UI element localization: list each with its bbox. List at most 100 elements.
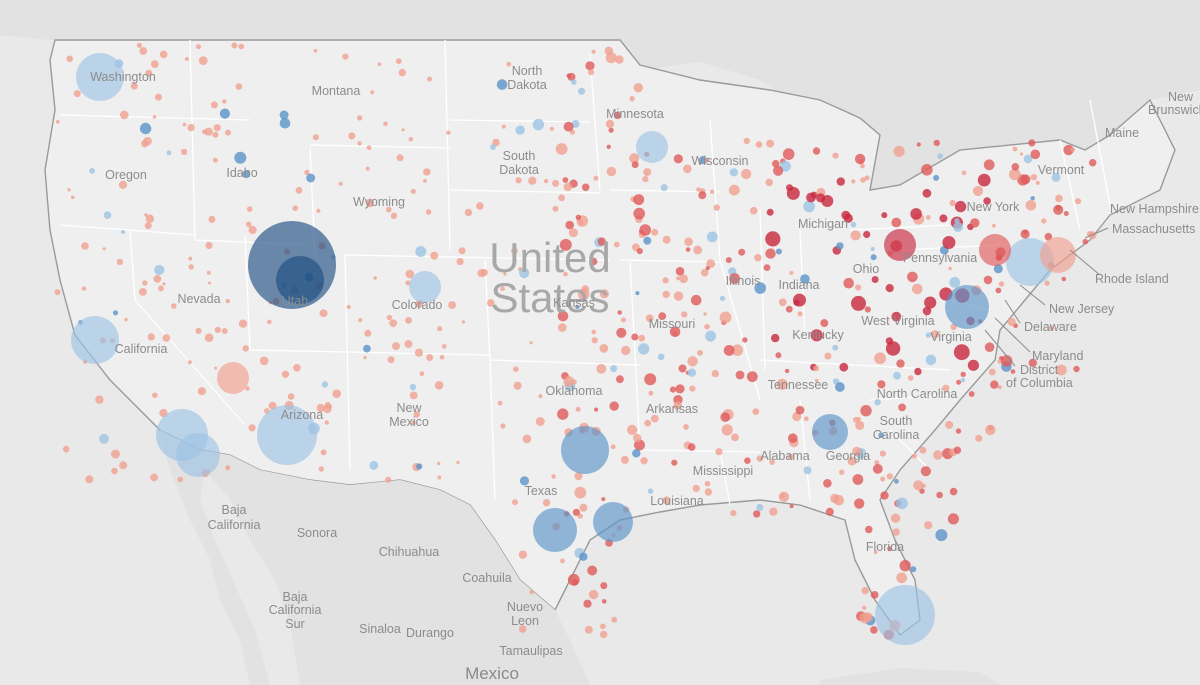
county-bubble[interactable] [891, 217, 902, 228]
county-bubble[interactable] [389, 319, 398, 328]
county-bubble[interactable] [746, 371, 758, 383]
county-bubble[interactable] [673, 291, 684, 301]
county-bubble[interactable] [248, 225, 257, 235]
county-bubble[interactable] [145, 69, 153, 77]
county-bubble[interactable] [292, 205, 299, 211]
county-bubble[interactable] [642, 176, 649, 183]
county-bubble[interactable] [704, 480, 711, 487]
county-bubble[interactable] [571, 120, 580, 128]
county-bubble[interactable] [456, 258, 464, 266]
county-bubble[interactable] [644, 373, 657, 386]
county-bubble[interactable] [936, 491, 943, 499]
county-bubble[interactable] [363, 344, 371, 353]
county-bubble[interactable] [162, 282, 166, 286]
county-bubble[interactable] [221, 328, 228, 334]
county-bubble[interactable] [742, 337, 748, 343]
county-bubble[interactable] [852, 446, 862, 457]
county-bubble[interactable] [306, 173, 316, 183]
county-bubble[interactable] [419, 371, 425, 376]
county-bubble[interactable] [413, 411, 420, 418]
county-bubble[interactable] [967, 359, 980, 371]
county-bubble[interactable] [633, 194, 645, 206]
county-bubble[interactable] [558, 194, 565, 202]
county-bubble[interactable] [975, 434, 983, 442]
county-bubble[interactable] [754, 254, 762, 262]
county-bubble[interactable] [437, 475, 442, 480]
county-bubble[interactable] [583, 599, 592, 608]
county-bubble[interactable] [212, 131, 219, 138]
county-bubble[interactable] [1074, 198, 1082, 205]
county-bubble[interactable] [983, 159, 995, 171]
county-bubble[interactable] [522, 434, 532, 444]
county-bubble[interactable] [729, 168, 739, 177]
county-bubble[interactable] [738, 248, 746, 256]
county-bubble[interactable] [719, 311, 732, 324]
county-bubble[interactable] [295, 186, 303, 194]
county-bubble[interactable] [188, 256, 193, 261]
county-bubble[interactable] [139, 47, 148, 55]
bubble-layer[interactable] [54, 42, 1097, 645]
county-bubble[interactable] [870, 246, 875, 252]
county-bubble[interactable] [890, 513, 901, 523]
county-bubble[interactable] [599, 289, 609, 299]
county-bubble[interactable] [313, 48, 318, 53]
county-bubble[interactable] [276, 256, 324, 304]
county-bubble[interactable] [874, 352, 886, 365]
county-bubble[interactable] [704, 323, 710, 330]
county-bubble[interactable] [851, 179, 856, 184]
county-bubble[interactable] [812, 147, 821, 155]
county-bubble[interactable] [673, 401, 682, 410]
county-bubble[interactable] [813, 365, 820, 372]
county-bubble[interactable] [187, 360, 192, 365]
county-bubble[interactable] [111, 467, 118, 475]
county-bubble[interactable] [954, 200, 967, 213]
county-bubble[interactable] [937, 153, 943, 159]
county-bubble[interactable] [387, 356, 395, 364]
county-bubble[interactable] [855, 420, 865, 430]
county-bubble[interactable] [187, 123, 195, 132]
county-bubble[interactable] [998, 281, 1005, 287]
county-bubble[interactable] [423, 179, 427, 183]
county-bubble[interactable] [425, 209, 432, 215]
county-bubble[interactable] [369, 461, 379, 470]
county-bubble[interactable] [640, 457, 648, 465]
county-bubble[interactable] [519, 267, 530, 279]
county-bubble[interactable] [162, 334, 171, 342]
county-bubble[interactable] [154, 264, 165, 276]
county-bubble[interactable] [851, 295, 866, 311]
county-bubble[interactable] [992, 223, 996, 228]
county-bubble[interactable] [1010, 369, 1016, 374]
county-bubble[interactable] [881, 212, 888, 219]
county-bubble[interactable] [731, 433, 739, 442]
county-bubble[interactable] [852, 474, 864, 485]
county-bubble[interactable] [662, 277, 669, 284]
county-bubble[interactable] [633, 83, 643, 93]
county-bubble[interactable] [673, 154, 683, 164]
county-bubble[interactable] [441, 344, 447, 349]
county-bubble[interactable] [99, 434, 109, 444]
county-bubble[interactable] [679, 274, 688, 284]
county-bubble[interactable] [496, 79, 508, 90]
county-bubble[interactable] [984, 342, 995, 353]
county-bubble[interactable] [267, 319, 272, 325]
county-bubble[interactable] [839, 362, 849, 372]
county-bubble[interactable] [921, 164, 933, 176]
county-bubble[interactable] [513, 381, 522, 390]
county-bubble[interactable] [887, 546, 893, 552]
county-bubble[interactable] [651, 228, 659, 236]
county-bubble[interactable] [606, 166, 617, 177]
county-bubble[interactable] [795, 405, 805, 415]
county-bubble[interactable] [879, 450, 886, 457]
county-bubble[interactable] [206, 270, 211, 275]
county-bubble[interactable] [633, 207, 645, 220]
county-bubble[interactable] [703, 312, 707, 316]
county-bubble[interactable] [949, 277, 961, 288]
county-bubble[interactable] [731, 344, 744, 357]
county-bubble[interactable] [953, 222, 963, 232]
county-bubble[interactable] [70, 195, 75, 200]
county-bubble[interactable] [983, 197, 991, 205]
county-bubble[interactable] [1044, 280, 1050, 286]
county-bubble[interactable] [386, 314, 393, 321]
county-bubble[interactable] [609, 401, 619, 411]
county-bubble[interactable] [841, 210, 851, 220]
